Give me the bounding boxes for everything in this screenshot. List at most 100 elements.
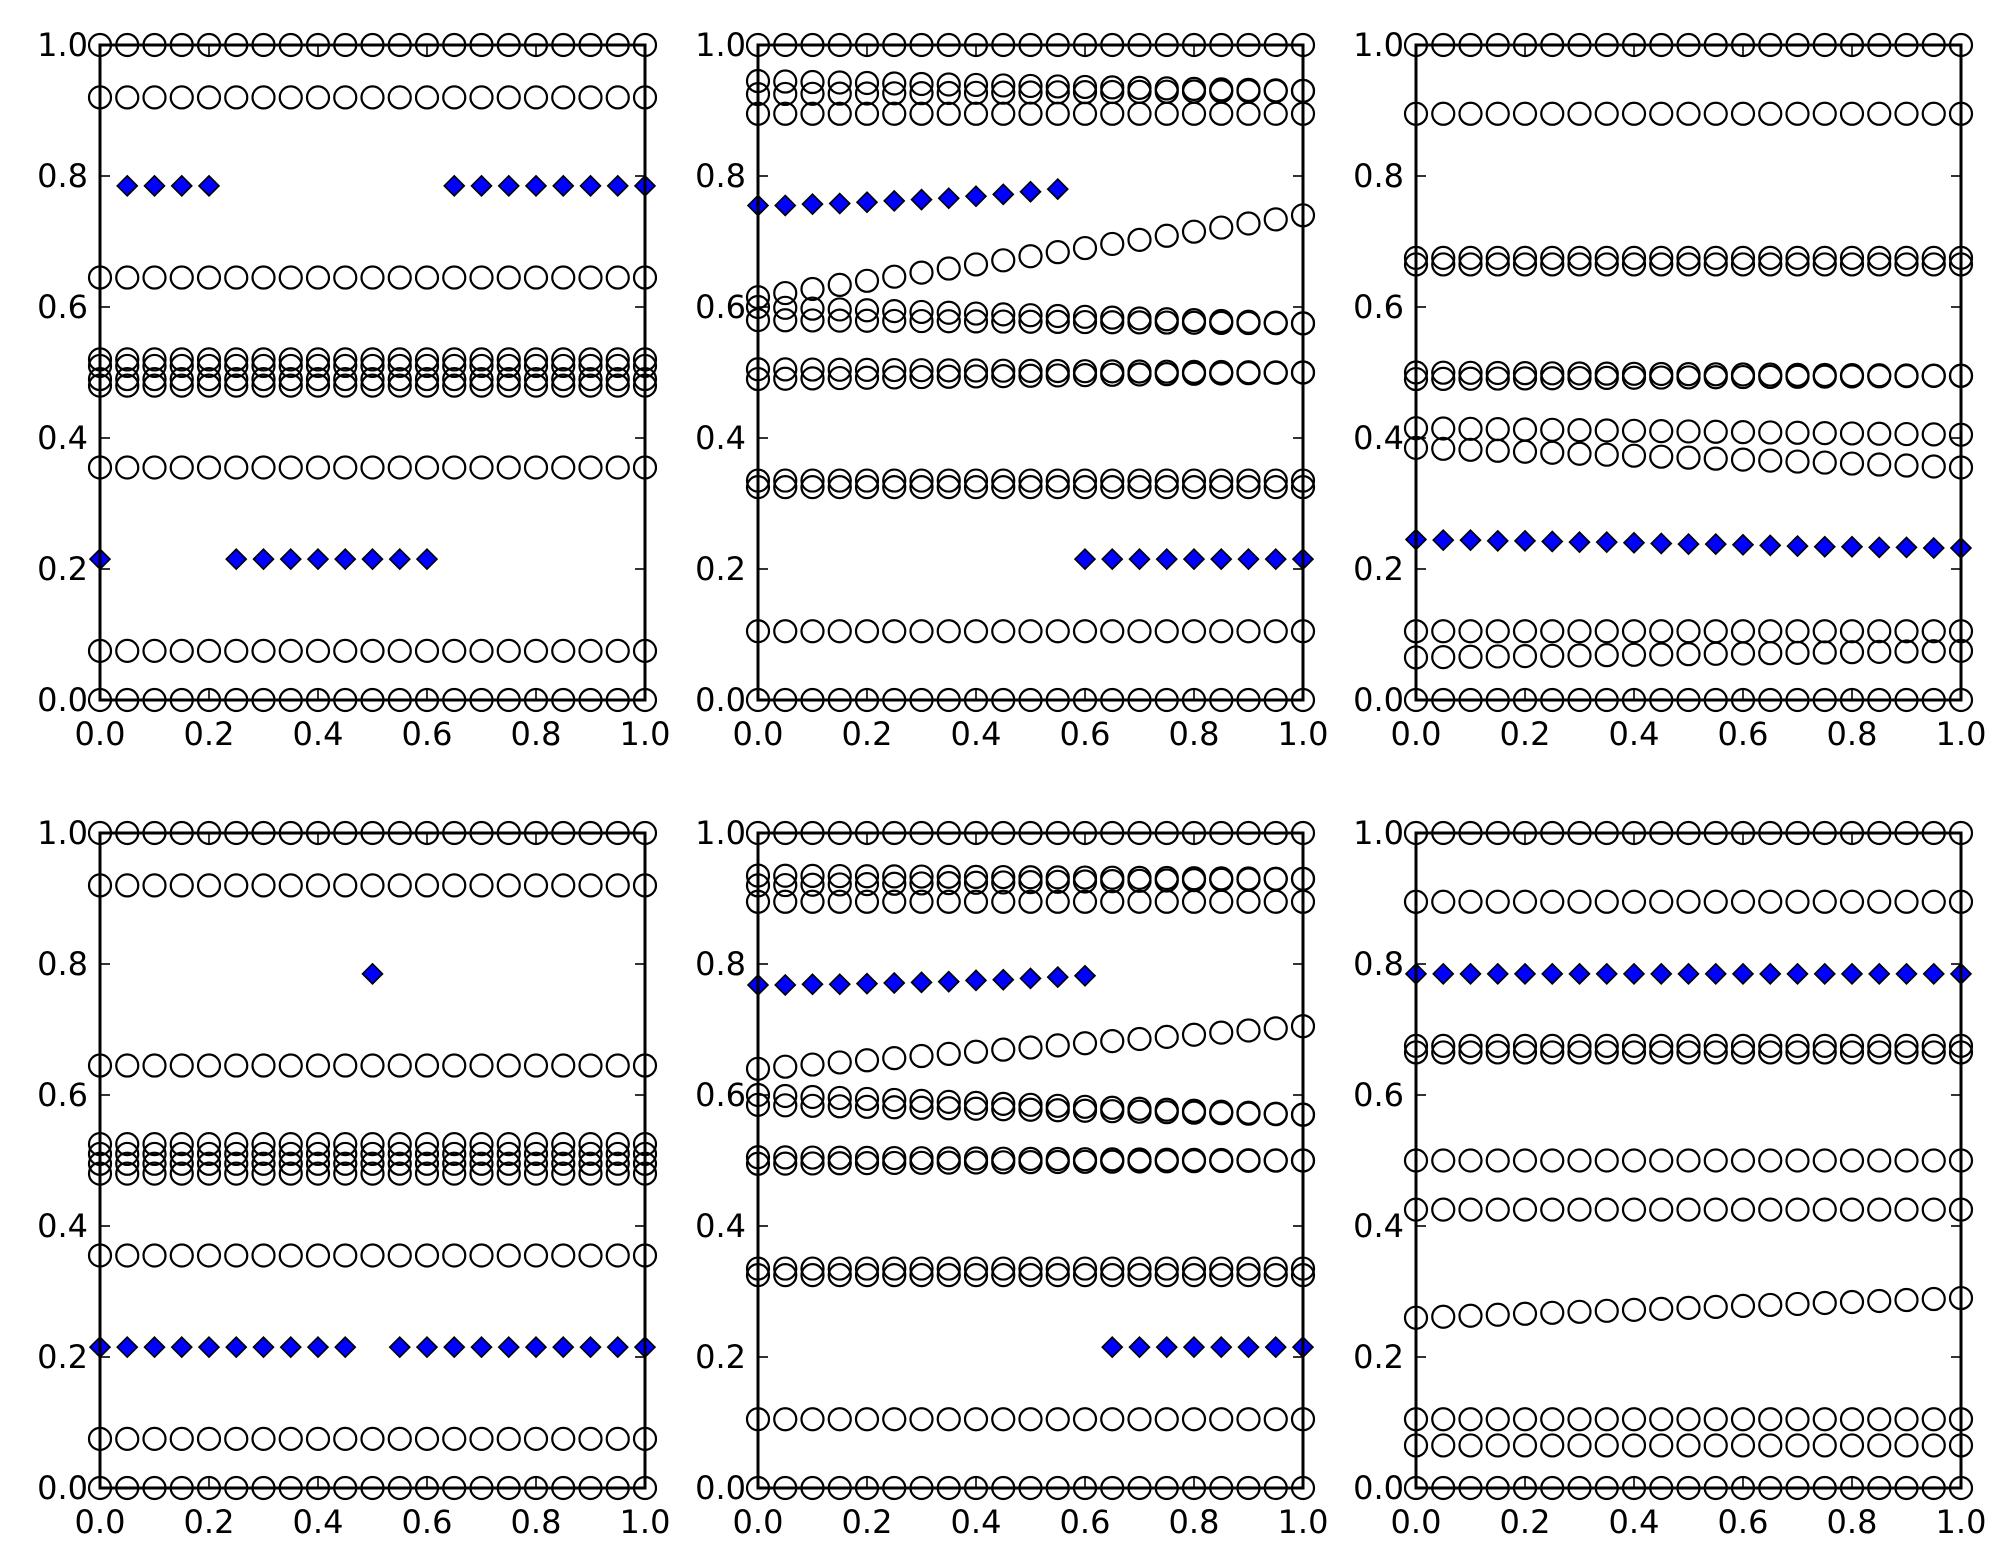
circle-point (224, 1132, 249, 1157)
circle-point (196, 85, 222, 110)
subplot-1: 0.00.0 0.2 0.2 0.4 0.4 0.6 0.6 0.8 0.8 1.0 1.0 (37, 26, 670, 753)
circle-point (551, 1151, 576, 1176)
circle-point (1263, 1148, 1288, 1173)
diamond-point (1731, 962, 1755, 985)
circle-point (469, 347, 494, 372)
circle-point (1839, 363, 1865, 388)
circle-point (442, 1161, 467, 1186)
circle-point (963, 1263, 989, 1288)
circle-point (442, 353, 467, 379)
circle-point (1072, 475, 1098, 500)
circle-point (196, 373, 222, 398)
circle-point (1236, 310, 1261, 336)
circle-point (854, 871, 880, 897)
y-tick-label: 0.0 (1353, 1469, 1404, 1507)
circle-point (882, 264, 907, 289)
circle-point (1458, 1197, 1483, 1222)
circle-point (115, 1132, 140, 1157)
circle-point (1649, 245, 1674, 270)
circle-point (963, 1256, 989, 1281)
circle-point (1730, 1148, 1756, 1173)
circle-point (1921, 252, 1946, 277)
circle-point (1921, 1407, 1946, 1432)
axes-frame (98, 831, 647, 1490)
circle-point (936, 80, 961, 106)
circle-point (523, 1132, 549, 1157)
circle-point (1100, 1407, 1125, 1432)
circle-point (1540, 1033, 1565, 1058)
circle-point (827, 872, 852, 897)
circle-point (1812, 1033, 1837, 1058)
circle-point (1730, 1407, 1756, 1432)
circle-point (1730, 889, 1756, 914)
circle-point (551, 265, 576, 290)
circle-point (1018, 1407, 1043, 1432)
y-tick-label: 0.2 (1353, 550, 1404, 588)
y-tick-label: 0.8 (37, 945, 88, 983)
circle-point (387, 1132, 412, 1157)
circle-point (1458, 1040, 1483, 1065)
circle-point (936, 364, 961, 389)
circle-point (115, 638, 140, 663)
circle-point (1839, 889, 1865, 914)
circle-point (224, 1243, 249, 1268)
x-tick-label: 0.2 (1500, 715, 1551, 753)
circle-point (1154, 1256, 1179, 1281)
circle-point (1181, 1100, 1207, 1125)
circle-point (360, 366, 385, 392)
circle-point (442, 85, 467, 110)
circle-point (224, 1141, 249, 1167)
circle-point (882, 1256, 907, 1281)
circle-point (963, 889, 989, 914)
circle-point (523, 1053, 549, 1078)
circle-point (360, 1141, 385, 1167)
circle-point (469, 455, 494, 480)
circle-point (909, 1263, 934, 1288)
diamond-point (964, 185, 988, 208)
circle-point (882, 1407, 907, 1432)
circle-point (800, 1093, 825, 1118)
circle-point (1263, 1256, 1288, 1281)
circle-point (827, 272, 852, 297)
circle-point (1839, 245, 1865, 270)
circle-point (1867, 421, 1892, 446)
circle-point (414, 1161, 440, 1186)
circle-point (1209, 310, 1234, 335)
circle-point (1649, 1433, 1674, 1458)
y-tick-label: 1.0 (1353, 814, 1404, 852)
diamond-point (937, 187, 960, 210)
circle-point (333, 265, 358, 290)
circle-point (469, 1151, 494, 1176)
circle-point (115, 353, 140, 379)
y-tick-label: 1.0 (37, 814, 88, 852)
diamond-point (279, 1336, 302, 1359)
circle-point (1621, 889, 1647, 914)
circle-point (1867, 639, 1892, 664)
circle-point (1181, 1263, 1207, 1288)
circle-point (773, 475, 798, 500)
diamond-point (443, 174, 466, 197)
circle-point (1018, 101, 1043, 126)
circle-point (442, 373, 467, 398)
diamond-point (524, 1336, 548, 1359)
circle-point (1839, 451, 1865, 476)
circle-point (1018, 619, 1043, 644)
circle-point (442, 873, 467, 898)
y-tick-label: 0.4 (1353, 419, 1404, 457)
circle-point (1867, 1288, 1892, 1314)
circle-point (360, 1161, 385, 1186)
circle-point (1072, 1263, 1098, 1288)
circle-point (963, 358, 989, 383)
circle-point (551, 1243, 576, 1268)
circle-point (1758, 245, 1783, 270)
circle-point (1812, 362, 1837, 388)
circle-point (605, 873, 630, 898)
y-tick-label: 0.6 (1353, 1076, 1404, 1114)
circle-point (1703, 362, 1728, 387)
circle-point (196, 1132, 222, 1157)
circle-point (1100, 475, 1125, 500)
circle-point (1785, 1407, 1810, 1432)
circle-point (360, 265, 385, 290)
circle-point (196, 1161, 222, 1186)
circle-point (1485, 889, 1510, 914)
